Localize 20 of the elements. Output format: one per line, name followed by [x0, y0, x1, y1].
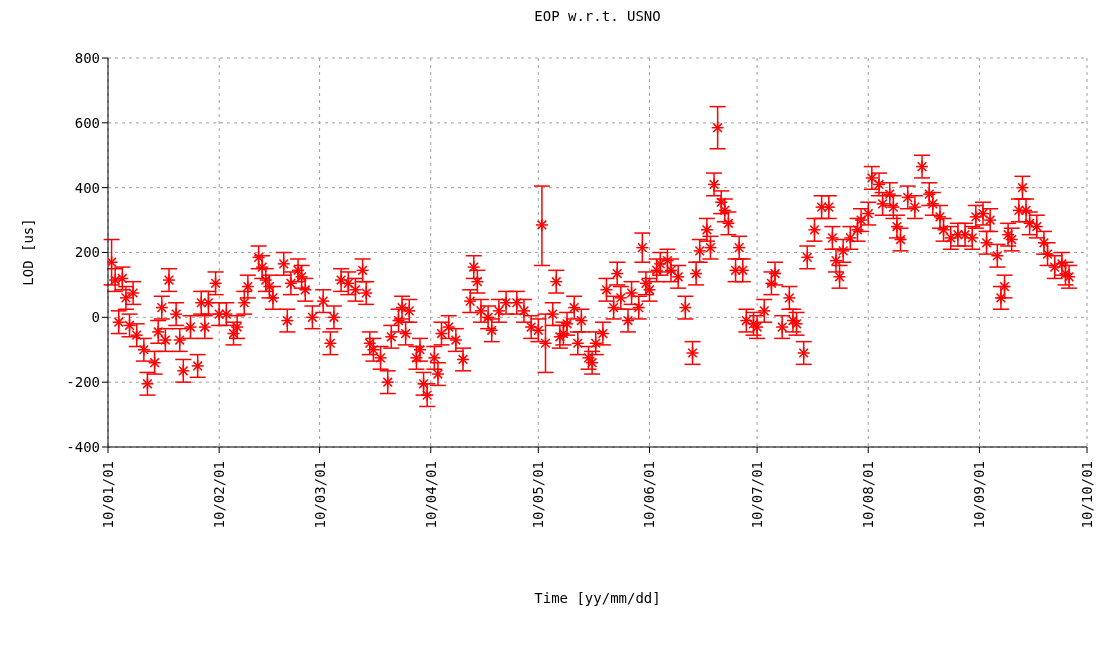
x-tick-label: 10/05/01 [530, 461, 547, 529]
x-tick-label: 10/03/01 [311, 461, 328, 529]
y-axis-title: LOD [us] [20, 218, 36, 286]
y-tick-label: 600 [74, 114, 100, 131]
x-axis-title: Time [yy/mm/dd] [533, 590, 662, 606]
x-tick-label: 10/09/01 [971, 461, 988, 529]
y-tick-label: 200 [74, 244, 100, 261]
x-tick-label: 10/08/01 [860, 461, 877, 529]
y-tick-label: -400 [66, 438, 100, 455]
x-tick-label: 10/04/01 [422, 461, 439, 529]
x-tick-label: 10/01/01 [100, 461, 116, 529]
x-tick-label: 10/07/01 [749, 461, 766, 529]
y-tick-label: 400 [74, 179, 100, 196]
chart-title: EOP w.r.t. USNO [533, 8, 662, 24]
y-tick-label: 0 [91, 309, 100, 326]
x-tick-label: 10/10/01 [1079, 461, 1095, 529]
x-tick-label: 10/06/01 [641, 461, 658, 529]
y-tick-label: 800 [74, 49, 100, 66]
x-tick-label: 10/02/01 [211, 461, 228, 529]
y-tick-label: -200 [66, 374, 100, 391]
